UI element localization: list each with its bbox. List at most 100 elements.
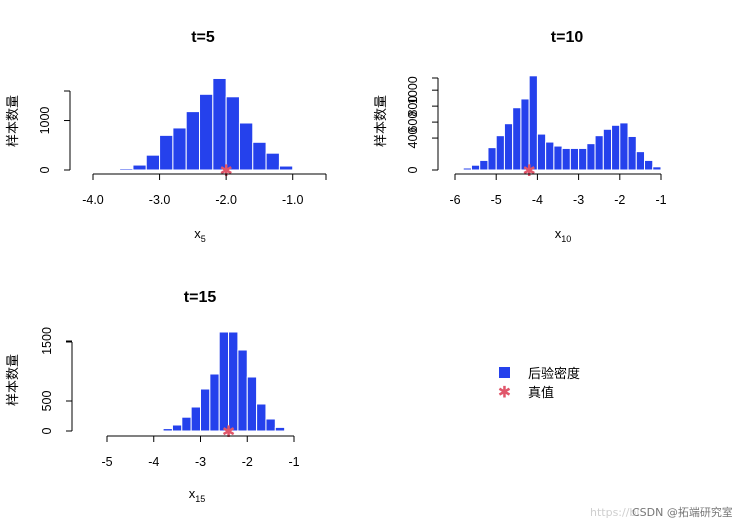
histogram-bar: [212, 77, 227, 171]
histogram-bar: [145, 154, 161, 171]
legend-asterisk-marker: ✱: [498, 383, 511, 402]
histogram-bar: [536, 133, 547, 171]
y-tick-label: 400: [406, 128, 420, 149]
histogram-bar: [218, 331, 230, 432]
panel-t15: ✱ -5 -4 -3 -2 -1 0 500 1500 t=15 x15 样本数量: [6, 289, 300, 504]
histogram-bar: [274, 426, 286, 432]
x-tick-label: -2: [242, 455, 253, 469]
x-tick-label: -5: [101, 455, 112, 469]
histogram-bar: [586, 143, 596, 171]
histogram-bar: [611, 124, 621, 171]
histogram-bar: [132, 164, 147, 171]
histogram-bar: [553, 145, 563, 171]
histogram-bar: [503, 123, 514, 171]
histogram-bar: [185, 111, 201, 171]
y-tick-label: 600: [406, 112, 420, 133]
chart-title: t=15: [184, 289, 217, 306]
y-tick-label: 0: [406, 166, 420, 173]
x-axis-label-subscript: 10: [561, 234, 571, 244]
x-tick-label: -3.0: [149, 193, 171, 207]
histogram-bar: [256, 403, 267, 432]
histogram-bar: [578, 147, 588, 171]
x-tick-label: -4.0: [82, 193, 104, 207]
histogram-bar: [495, 135, 505, 171]
histogram-bar: [569, 147, 580, 171]
histogram-bar: [171, 424, 183, 432]
histogram-bar: [190, 406, 201, 432]
histogram-bar: [200, 388, 211, 432]
histogram-bar: [172, 127, 187, 171]
panel-t5: ✱ -4.0 -3.0 -2.0 -1.0 0 1000 t=5 x5 样本数量: [6, 29, 327, 244]
chart-title: t=10: [551, 29, 584, 46]
x-axis-label: x10: [555, 226, 572, 244]
histogram-bar: [265, 152, 280, 171]
histogram-bar: [238, 122, 254, 171]
watermark: https://bl CSDN @拓端研究室: [590, 505, 732, 519]
histogram-bar: [237, 349, 248, 432]
x-tick-label: -1: [655, 193, 666, 207]
x-axis-label-subscript: 15: [195, 494, 205, 504]
x-axis-label-subscript: 5: [201, 234, 206, 244]
true-value-marker: ✱: [222, 422, 235, 441]
x-tick-label: -2.0: [215, 193, 237, 207]
histogram-bar: [278, 165, 294, 171]
x-tick-label: -6: [449, 193, 460, 207]
legend-square-marker: [499, 367, 510, 378]
histogram-bar: [162, 428, 173, 432]
histogram-bar: [561, 147, 571, 171]
x-axis-label: x15: [189, 486, 206, 504]
x-tick-label: -2: [614, 193, 625, 207]
y-tick-label: 500: [40, 391, 54, 412]
histogram-bar: [159, 134, 174, 171]
x-tick-label: -1.0: [282, 193, 304, 207]
x-tick-label: -4: [532, 193, 543, 207]
true-value-marker: ✱: [522, 161, 535, 180]
histogram-bar: [265, 418, 276, 432]
histogram-bar: [462, 167, 472, 171]
watermark-text: CSDN @拓端研究室: [632, 505, 732, 519]
histogram-bar: [545, 141, 555, 171]
y-axis-label: 样本数量: [374, 95, 389, 147]
x-tick-label: -4: [148, 455, 159, 469]
chart-title: t=5: [191, 29, 215, 46]
x-axis-label-main: x: [189, 486, 196, 501]
histogram-bar: [470, 164, 481, 171]
histogram-bar: [627, 135, 637, 171]
y-axis-label: 样本数量: [6, 354, 21, 406]
histogram-bar: [252, 141, 267, 171]
y-tick-label: 1500: [40, 327, 54, 355]
histogram-bar: [644, 159, 654, 171]
x-tick-label: -3: [195, 455, 206, 469]
histogram-bar: [512, 107, 522, 171]
histogram-bar: [594, 135, 604, 171]
y-tick-label: 800: [406, 96, 420, 117]
histogram-bar: [181, 416, 192, 432]
watermark-faint-text: https://bl: [590, 506, 639, 519]
histogram-bar: [652, 166, 662, 171]
histogram-bar: [487, 147, 497, 171]
x-tick-label: -5: [491, 193, 502, 207]
true-value-marker: ✱: [219, 161, 232, 180]
legend-label-true-value: 真值: [528, 385, 554, 401]
histogram-bar: [228, 331, 239, 432]
x-axis-label-main: x: [555, 226, 562, 241]
histogram-bar: [528, 75, 538, 171]
histogram-bar: [479, 159, 489, 171]
histogram-bar: [119, 168, 134, 171]
x-tick-label: -1: [288, 455, 299, 469]
histogram-bar: [602, 128, 613, 171]
y-axis-label: 样本数量: [6, 95, 21, 147]
histogram-bar: [225, 96, 240, 171]
histogram-bar: [619, 122, 629, 171]
legend-label-posterior: 后验密度: [528, 366, 580, 382]
legend: 后验密度 ✱ 真值: [498, 366, 580, 402]
histogram-bar: [209, 373, 220, 432]
histogram-bar: [199, 93, 214, 171]
x-axis-label: x5: [194, 226, 206, 244]
x-axis-label-main: x: [194, 226, 201, 241]
y-tick-label: 1000: [406, 76, 420, 104]
y-tick-label: 0: [38, 166, 52, 173]
y-tick-label: 1000: [38, 107, 52, 135]
x-tick-label: -3: [573, 193, 584, 207]
